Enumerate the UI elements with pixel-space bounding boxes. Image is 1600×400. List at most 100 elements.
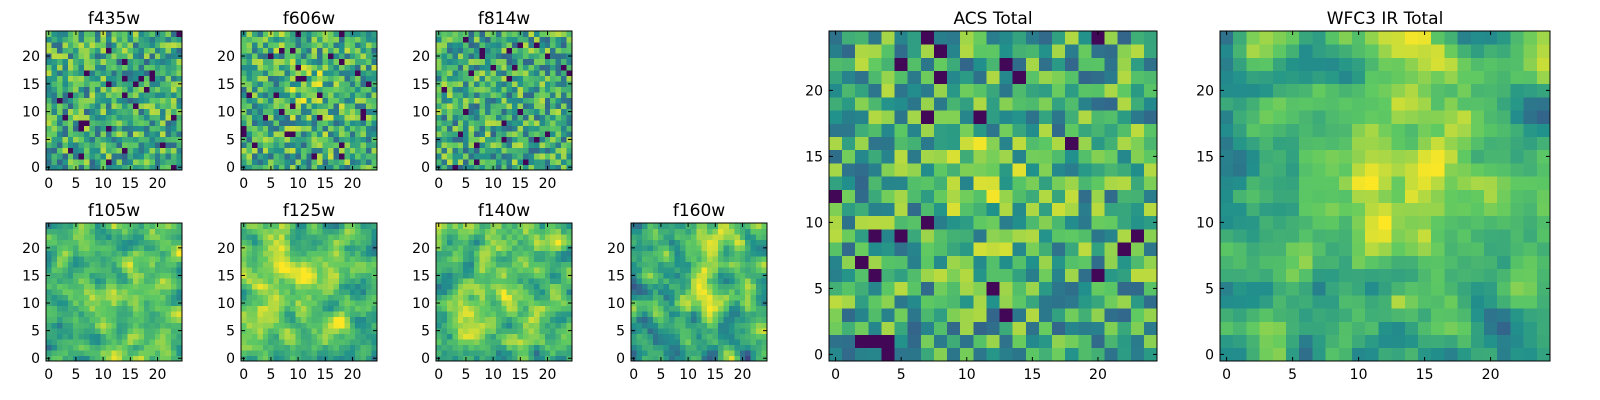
heatmap-cell [78,31,85,37]
heatmap-cell [555,256,562,263]
heatmap-cell [306,75,313,82]
heatmap-cell [468,355,475,362]
heatmap-cell [528,289,535,296]
heatmap-cell [360,119,367,126]
heatmap-cell [154,75,161,82]
heatmap-cell [855,255,869,269]
heatmap-cell [105,131,112,138]
heatmap-cell [138,322,145,329]
heatmap-cell [696,278,703,285]
heatmap-cell [636,305,643,312]
heatmap-cell [739,349,746,356]
heatmap-cell [349,103,356,110]
heatmap-cell [550,256,557,263]
heatmap-cell [1143,268,1158,283]
heatmap-cell [171,267,177,274]
heatmap-cell [311,267,318,274]
heatmap-cell [523,36,529,43]
heatmap-cell [561,164,567,171]
heatmap-cell [322,311,329,318]
heatmap-cell [122,69,128,76]
heatmap-cell [550,311,557,318]
heatmap-cell [868,281,882,296]
heatmap-cell [544,119,551,126]
heatmap-cell [89,164,96,171]
heatmap-cell [506,47,513,54]
heatmap-cell [73,311,80,318]
heatmap-cell [56,283,63,290]
heatmap-cell [517,278,524,285]
x-tick-label: 10 [289,367,307,383]
heatmap-cell [67,234,74,240]
heatmap-cell [674,228,681,235]
heatmap-cell [1104,347,1119,362]
heatmap-cell [94,103,101,110]
heatmap-cell [539,142,546,149]
heatmap-cell [89,261,96,268]
heatmap-cell [300,272,307,279]
heatmap-cell [829,321,843,335]
heatmap-cell [490,272,497,279]
heatmap-cell [160,97,167,104]
heatmap-cell [322,97,329,104]
heatmap-cell [555,311,562,318]
heatmap-cell [669,234,675,240]
heatmap-cell [679,311,686,318]
heatmap-cell [463,125,470,132]
heatmap-cell [647,256,654,263]
heatmap-cell [273,311,280,318]
heatmap-cell [506,294,513,301]
heatmap-cell [73,267,80,274]
heatmap-cell [360,223,367,229]
heatmap-cell [366,69,372,76]
heatmap-cell [501,86,508,93]
heatmap-cell [501,333,508,340]
heatmap-cell [344,114,351,121]
heatmap-cell [73,283,80,290]
heatmap-cell [566,97,573,104]
heatmap-cell [160,289,167,296]
heatmap-cell [539,261,546,268]
heatmap-cell [463,103,470,110]
heatmap-cell [756,300,762,307]
heatmap-cell [718,300,724,307]
y-tick-label: 15 [412,77,430,93]
heatmap-cell [506,164,513,171]
heatmap-cell [701,333,708,340]
heatmap-cell [122,289,128,296]
heatmap-cell [436,147,442,154]
heatmap-cell [154,147,161,154]
heatmap-cell [842,347,856,362]
heatmap-cell [745,327,752,334]
heatmap-cell [251,322,258,329]
heatmap-cell [723,344,730,351]
heatmap-cell [1038,295,1053,309]
heatmap-cell [246,305,253,312]
heatmap-cell [344,272,351,279]
heatmap-cell [51,153,58,160]
heatmap-cell [251,75,258,82]
heatmap-cell [566,119,573,126]
heatmap-cell [512,131,518,138]
heatmap-cell [338,294,345,301]
heatmap-cell [550,131,557,138]
heatmap-cell [446,333,453,340]
heatmap-cell [284,261,291,268]
heatmap-cell [116,316,123,323]
heatmap-cell [495,114,502,121]
heatmap-cell [523,267,529,274]
heatmap-cell [474,355,480,362]
heatmap-cell [658,261,665,268]
heatmap-cell [636,283,643,290]
heatmap-cell [371,305,378,312]
heatmap-cell [718,283,724,290]
heatmap-cell [544,333,551,340]
heatmap-cell [555,316,562,323]
heatmap-cell [631,316,637,323]
heatmap-cell [279,58,285,65]
heatmap-cell [105,47,112,54]
heatmap-cell [306,228,313,235]
heatmap-cell [561,103,567,110]
heatmap-cell [279,147,285,154]
heatmap-cell [566,86,573,93]
